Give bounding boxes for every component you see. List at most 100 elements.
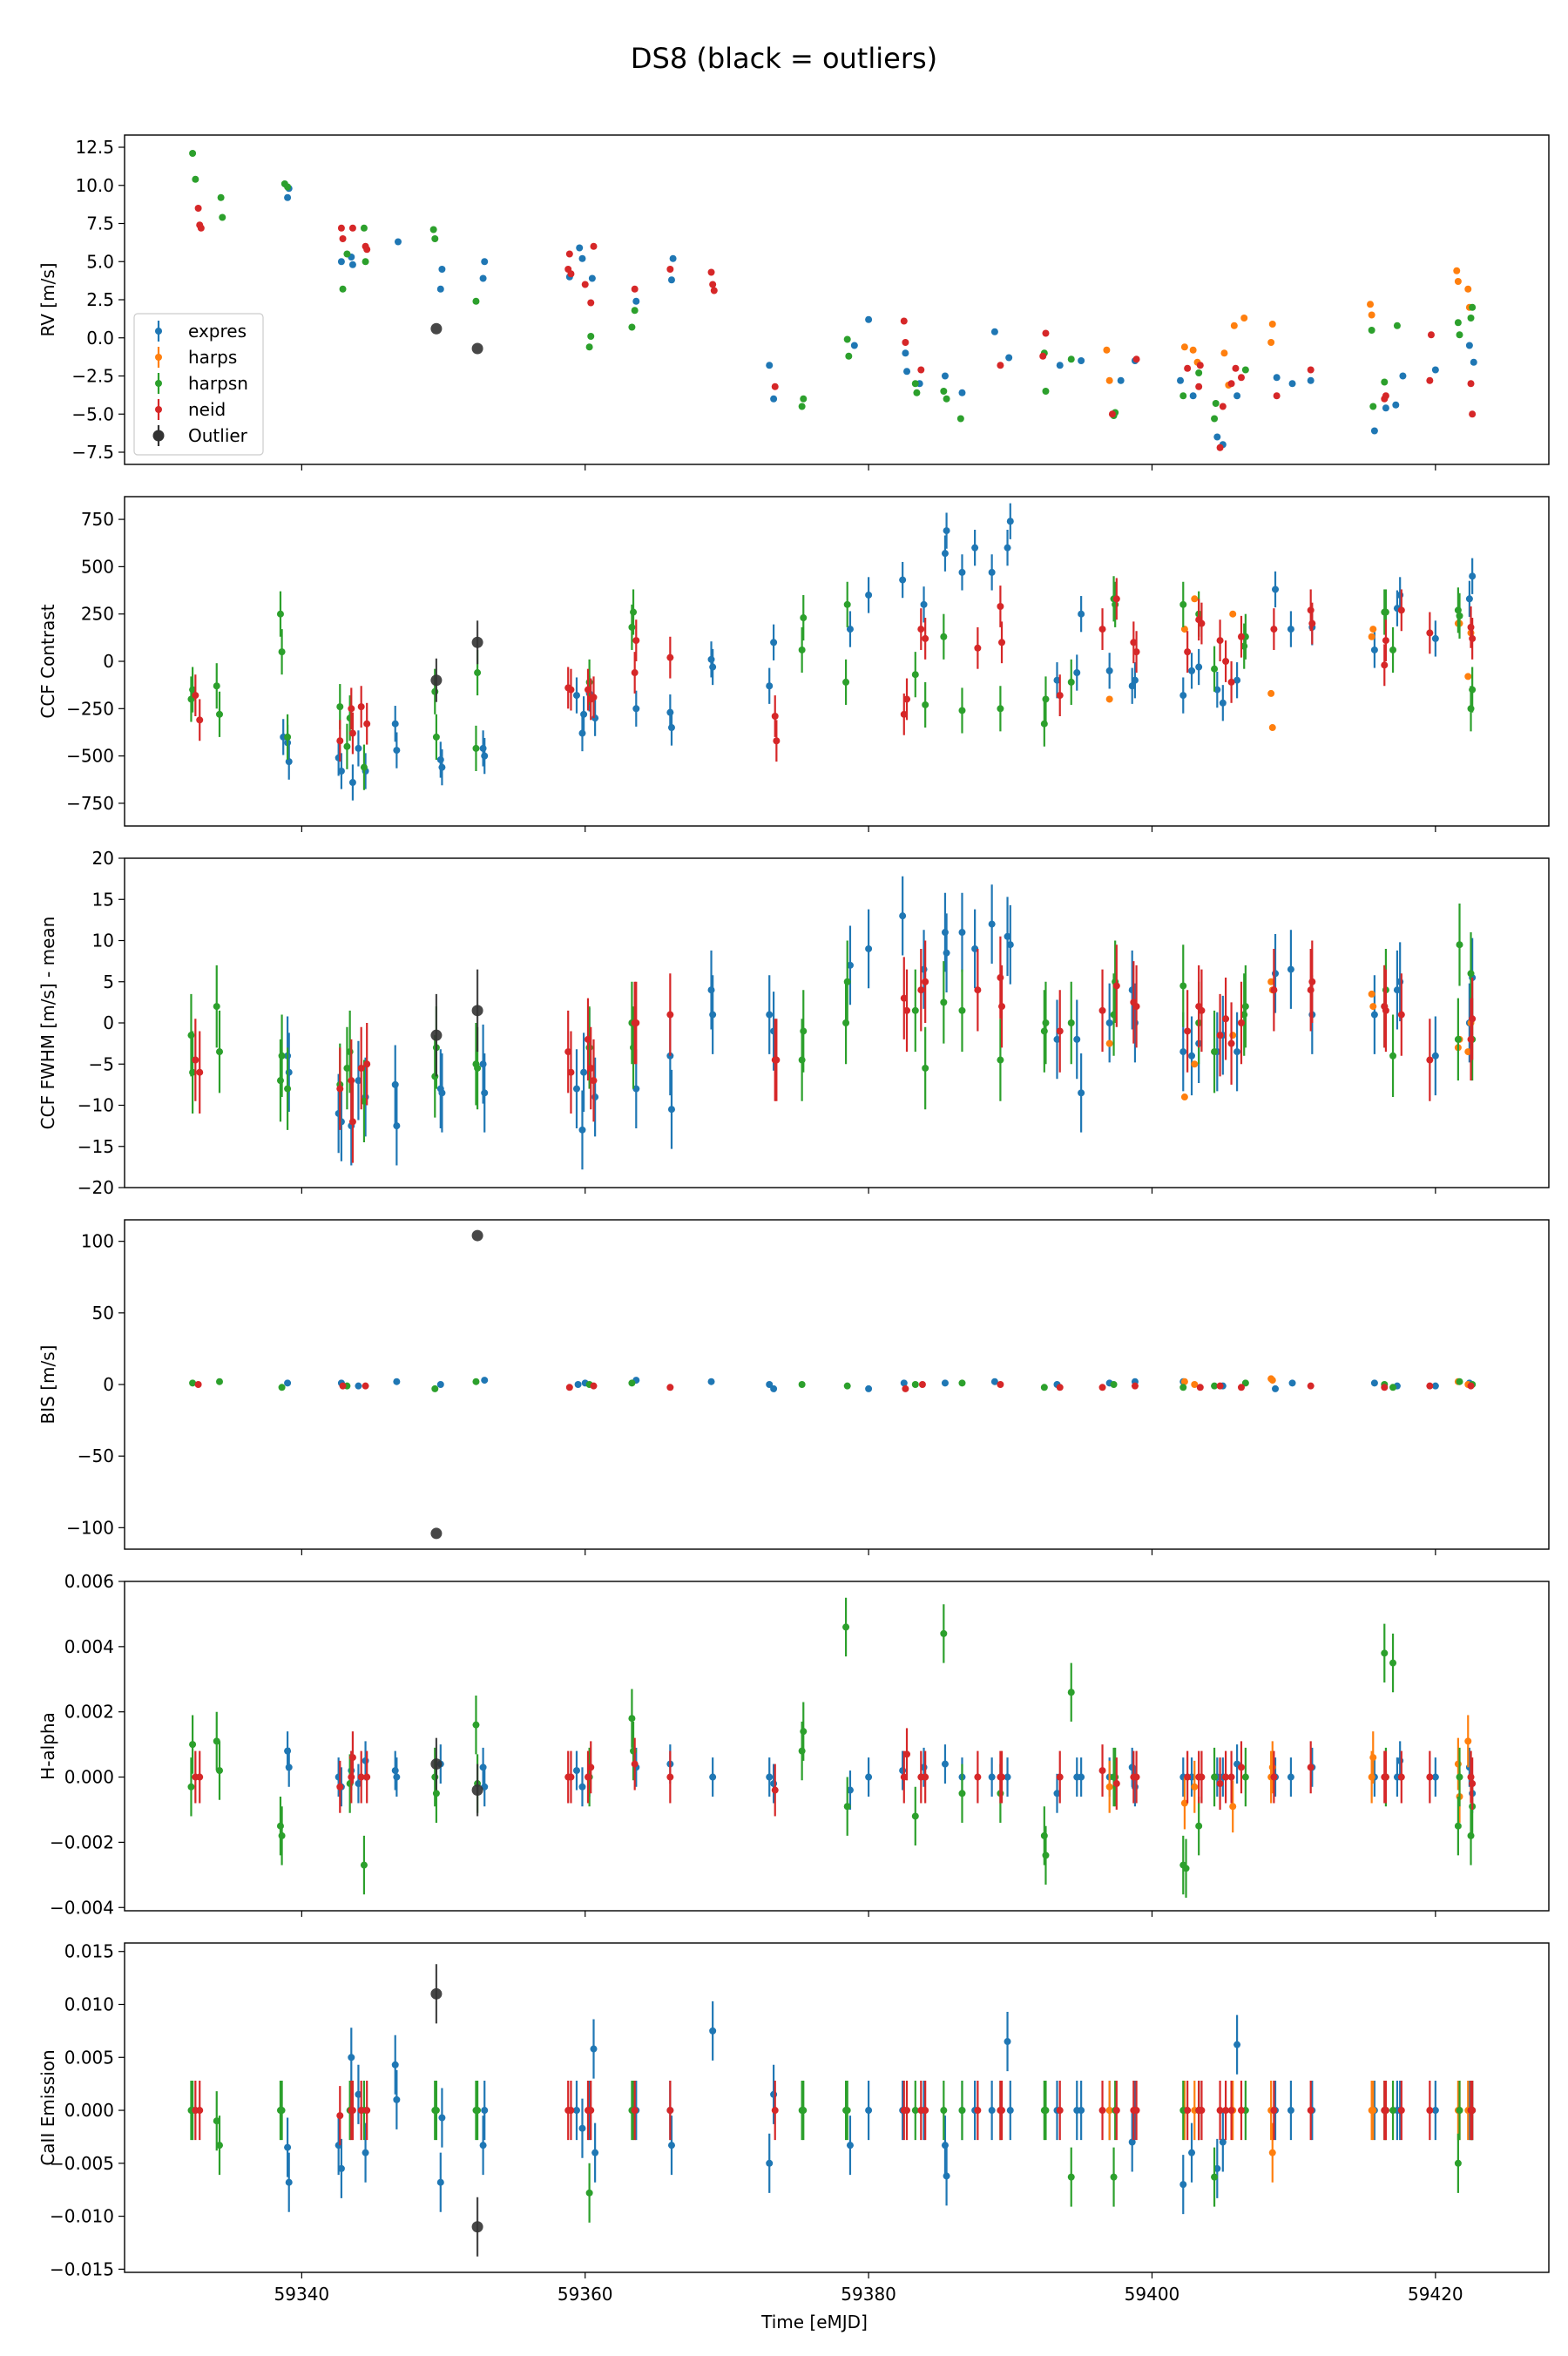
axes-frame bbox=[124, 857, 1550, 1188]
data-point bbox=[1469, 1015, 1477, 1023]
data-point bbox=[1073, 1035, 1081, 1043]
data-point bbox=[1464, 285, 1472, 293]
x-tick-label: 59380 bbox=[841, 2284, 896, 2305]
data-point bbox=[1237, 633, 1245, 640]
data-point bbox=[1112, 1773, 1119, 1781]
data-point bbox=[1230, 322, 1238, 329]
data-point bbox=[187, 1032, 195, 1039]
data-point bbox=[391, 2061, 399, 2068]
data-point bbox=[941, 550, 949, 558]
data-point bbox=[1213, 2164, 1221, 2172]
x-tick-label: 59400 bbox=[1125, 2284, 1180, 2305]
data-point bbox=[1078, 1089, 1085, 1097]
data-point bbox=[1132, 1003, 1140, 1011]
data-point bbox=[766, 362, 774, 369]
data-point bbox=[766, 1011, 774, 1019]
data-point bbox=[1006, 941, 1014, 949]
y-tick-label: 50 bbox=[92, 1303, 114, 1324]
data-point bbox=[903, 1006, 911, 1014]
data-point bbox=[846, 961, 854, 969]
y-tick-label: 10.0 bbox=[75, 175, 114, 196]
data-point bbox=[471, 1784, 483, 1797]
data-point bbox=[1004, 2038, 1011, 2046]
data-point bbox=[1195, 663, 1203, 671]
data-point bbox=[1454, 2159, 1462, 2167]
data-point bbox=[771, 713, 779, 720]
data-point bbox=[1426, 629, 1434, 637]
data-point bbox=[1464, 1737, 1472, 1745]
data-point bbox=[1196, 1384, 1204, 1391]
data-point bbox=[1211, 1773, 1219, 1781]
data-point bbox=[578, 1783, 586, 1791]
data-point bbox=[1426, 1056, 1434, 1064]
data-point bbox=[1397, 1773, 1405, 1781]
data-point bbox=[1397, 2107, 1405, 2115]
data-point bbox=[1233, 676, 1241, 684]
data-point bbox=[1108, 410, 1116, 418]
data-point bbox=[770, 1780, 778, 1788]
y-tick-label: 0 bbox=[103, 1012, 114, 1033]
data-point bbox=[1308, 978, 1316, 985]
data-point bbox=[771, 1786, 779, 1794]
data-point bbox=[1287, 965, 1294, 973]
data-point bbox=[1370, 646, 1378, 653]
data-point bbox=[580, 710, 588, 718]
data-point bbox=[1267, 978, 1275, 985]
data-point bbox=[1454, 319, 1462, 327]
data-point bbox=[363, 1060, 371, 1068]
data-point bbox=[941, 2142, 949, 2150]
series-harpsn bbox=[189, 150, 1477, 423]
data-point bbox=[1131, 1382, 1139, 1390]
data-point bbox=[343, 250, 351, 258]
data-point bbox=[958, 389, 966, 396]
data-point bbox=[430, 1527, 443, 1540]
data-point bbox=[1105, 2107, 1113, 2115]
data-point bbox=[192, 1056, 199, 1064]
data-point bbox=[1056, 362, 1064, 369]
series-neid bbox=[194, 1381, 1475, 1392]
data-point bbox=[902, 339, 909, 346]
x-tick-label: 59420 bbox=[1408, 2284, 1463, 2305]
data-point bbox=[709, 1011, 717, 1019]
data-point bbox=[362, 258, 369, 266]
data-point bbox=[1056, 692, 1064, 700]
data-point bbox=[337, 224, 345, 232]
data-point bbox=[567, 686, 575, 694]
data-point bbox=[430, 674, 443, 687]
data-point bbox=[842, 1019, 850, 1026]
data-point bbox=[1267, 339, 1275, 346]
data-point bbox=[336, 1783, 344, 1791]
data-point bbox=[1307, 2107, 1315, 2115]
data-point bbox=[773, 1056, 781, 1064]
axes-frame bbox=[124, 1581, 1550, 1912]
data-point bbox=[918, 1381, 926, 1388]
data-point bbox=[574, 1381, 582, 1388]
data-point bbox=[1307, 1764, 1315, 1771]
legend-entry-harps: harps bbox=[155, 347, 237, 368]
y-axis-label: CaII Emission bbox=[37, 2049, 58, 2165]
data-point bbox=[997, 1056, 1004, 1064]
y-axis-label: RV [m/s] bbox=[37, 262, 58, 336]
data-point bbox=[1053, 676, 1061, 684]
data-point bbox=[591, 1093, 599, 1101]
data-point bbox=[1369, 1754, 1377, 1762]
panel-4: 100 50 0 −50 −100 BIS [m/s] bbox=[37, 1219, 1550, 1555]
data-point bbox=[216, 1378, 223, 1385]
data-point bbox=[1211, 1382, 1219, 1390]
data-point bbox=[1396, 978, 1404, 985]
data-point bbox=[922, 701, 929, 708]
data-point bbox=[1233, 1048, 1241, 1056]
data-point bbox=[1369, 403, 1377, 410]
data-point bbox=[1195, 383, 1203, 390]
data-point bbox=[432, 733, 440, 741]
data-point bbox=[471, 1229, 483, 1242]
data-point bbox=[585, 678, 593, 686]
y-axis-label: CCF FWHM [m/s] - mean bbox=[37, 917, 58, 1130]
data-point bbox=[911, 380, 919, 388]
data-point bbox=[587, 333, 595, 340]
data-point bbox=[666, 1384, 674, 1391]
data-point bbox=[632, 297, 640, 305]
data-point bbox=[1467, 1773, 1475, 1781]
data-point bbox=[1288, 1379, 1296, 1387]
data-point bbox=[584, 686, 591, 694]
